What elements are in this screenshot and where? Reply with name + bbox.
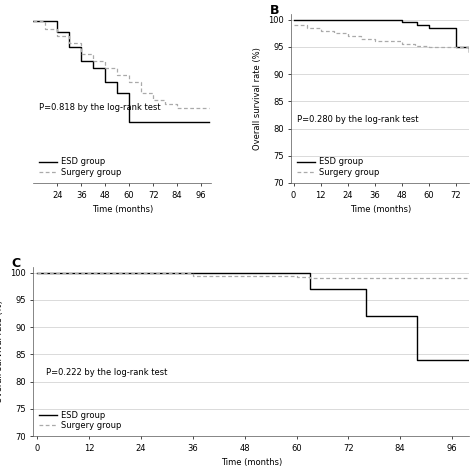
Surgery group <box>318 27 323 33</box>
Surgery group <box>412 43 418 49</box>
Legend: ESD group, Surgery group: ESD group, Surgery group <box>37 409 123 432</box>
Surgery group <box>372 38 377 44</box>
Surgery group <box>78 51 84 56</box>
ESD group <box>114 91 120 96</box>
Surgery group <box>426 44 431 50</box>
Surgery group <box>91 58 96 64</box>
ESD group <box>415 22 420 28</box>
Surgery group <box>162 101 168 107</box>
Surgery group <box>35 270 40 275</box>
Surgery group <box>42 26 48 31</box>
ESD group <box>426 25 431 31</box>
ESD group <box>453 44 458 50</box>
Text: P=0.222 by the log-rank test: P=0.222 by the log-rank test <box>46 368 168 377</box>
Surgery group <box>449 275 455 281</box>
Surgery group <box>206 105 212 110</box>
Text: P=0.280 by the log-rank test: P=0.280 by the log-rank test <box>297 115 418 124</box>
ESD group <box>307 286 312 292</box>
Surgery group <box>55 33 60 38</box>
Surgery group <box>127 80 132 85</box>
X-axis label: Time (months): Time (months) <box>350 205 411 214</box>
Line: ESD group: ESD group <box>33 21 209 122</box>
ESD group <box>206 119 212 125</box>
ESD group <box>294 270 300 275</box>
ESD group <box>363 313 368 319</box>
ESD group <box>449 357 455 363</box>
Surgery group <box>307 275 312 281</box>
Surgery group <box>138 91 144 96</box>
ESD group <box>399 19 404 25</box>
ESD group <box>35 270 40 275</box>
Line: Surgery group: Surgery group <box>33 21 209 108</box>
Surgery group <box>291 22 296 28</box>
ESD group <box>91 65 96 71</box>
Surgery group <box>30 18 36 24</box>
Surgery group <box>358 36 364 42</box>
Line: ESD group: ESD group <box>37 273 469 360</box>
X-axis label: Time (months): Time (months) <box>91 205 153 214</box>
Legend: ESD group, Surgery group: ESD group, Surgery group <box>37 156 123 179</box>
Surgery group <box>439 44 445 50</box>
Surgery group <box>150 98 156 103</box>
Line: Surgery group: Surgery group <box>37 273 469 278</box>
ESD group <box>372 17 377 22</box>
Text: P=0.818 by the log-rank test: P=0.818 by the log-rank test <box>38 103 160 112</box>
ESD group <box>66 44 72 49</box>
Surgery group <box>66 40 72 46</box>
Y-axis label: Overall survival rate (%): Overall survival rate (%) <box>253 47 262 150</box>
X-axis label: Time (months): Time (months) <box>220 458 282 467</box>
Legend: ESD group, Surgery group: ESD group, Surgery group <box>295 156 381 179</box>
ESD group <box>127 119 132 125</box>
ESD group <box>466 49 472 55</box>
Surgery group <box>331 30 337 36</box>
Text: B: B <box>270 4 279 17</box>
Y-axis label: Overall survival rate (%): Overall survival rate (%) <box>0 300 4 403</box>
Surgery group <box>453 44 458 50</box>
Surgery group <box>466 275 472 281</box>
ESD group <box>466 357 472 363</box>
ESD group <box>346 286 351 292</box>
Surgery group <box>174 105 180 110</box>
Surgery group <box>190 273 196 278</box>
Surgery group <box>294 274 300 280</box>
ESD group <box>291 17 296 22</box>
Surgery group <box>114 73 120 78</box>
Surgery group <box>102 65 108 71</box>
Surgery group <box>385 38 391 44</box>
ESD group <box>55 29 60 35</box>
ESD group <box>150 119 156 125</box>
Surgery group <box>345 33 350 39</box>
ESD group <box>198 119 204 125</box>
ESD group <box>30 18 36 24</box>
Line: ESD group: ESD group <box>293 19 474 52</box>
ESD group <box>397 313 403 319</box>
Text: C: C <box>11 257 20 270</box>
Line: Surgery group: Surgery group <box>293 25 474 47</box>
ESD group <box>78 58 84 64</box>
Surgery group <box>304 25 310 31</box>
ESD group <box>174 119 180 125</box>
ESD group <box>415 357 420 363</box>
Surgery group <box>399 41 404 47</box>
ESD group <box>102 80 108 85</box>
Surgery group <box>466 44 472 50</box>
